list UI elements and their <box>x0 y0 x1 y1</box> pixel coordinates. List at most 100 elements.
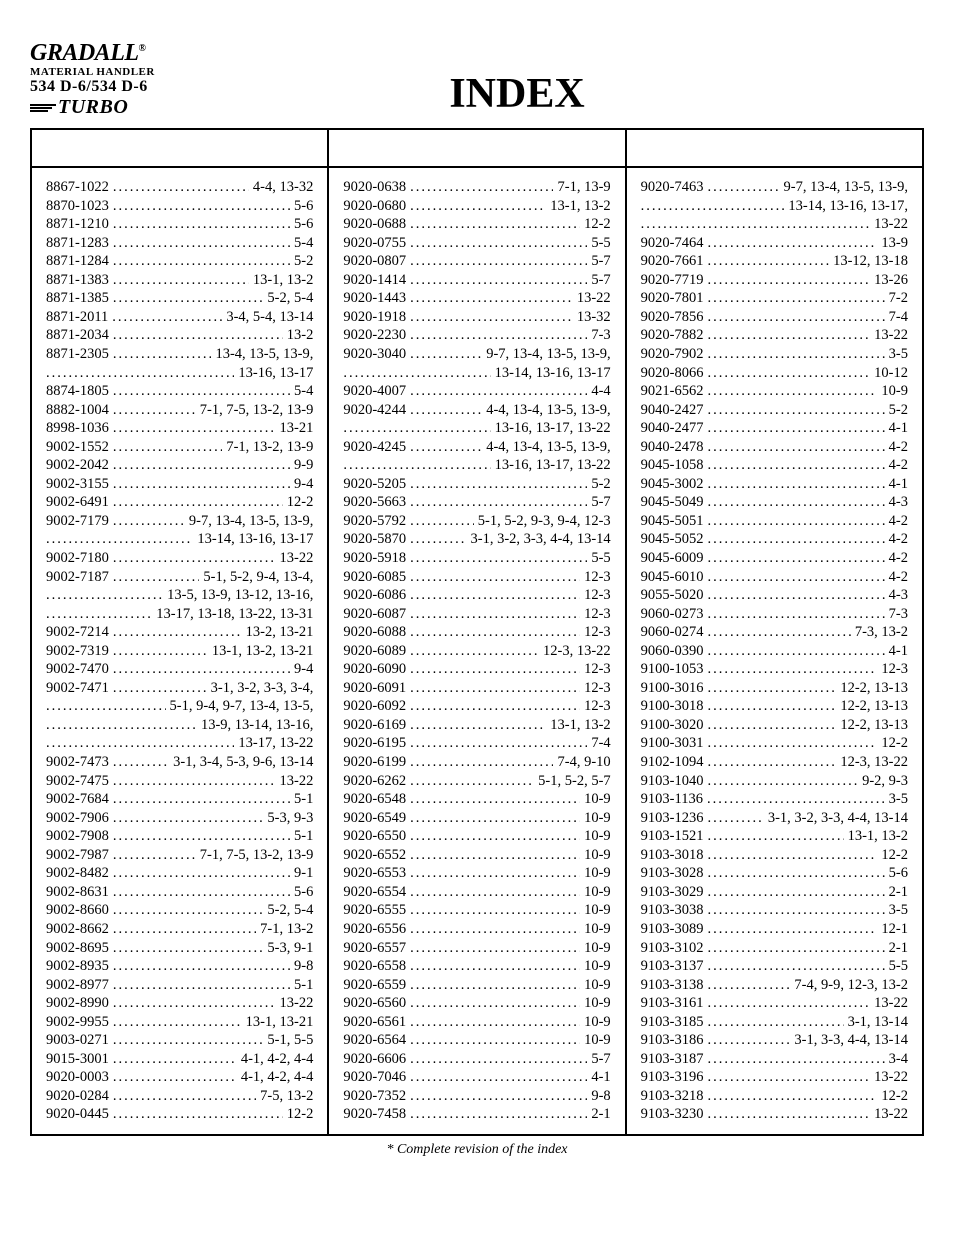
index-entry: 9103-31873-4 <box>641 1050 908 1069</box>
index-part-number: 9002-7187 <box>46 568 109 587</box>
index-pages: 7-4, 9-9, 12-3, 13-2 <box>794 976 908 995</box>
index-part-number: 9021-6562 <box>641 382 704 401</box>
index-part-number: 9020-5792 <box>343 512 406 531</box>
index-entry-continuation: 13-22 <box>641 215 908 234</box>
index-pages: 7-1, 13-2, 13-9 <box>226 438 313 457</box>
index-entry-continuation: 13-9, 13-14, 13-16, <box>46 716 313 735</box>
index-pages: 13-1, 13-2 <box>848 827 908 846</box>
index-entry: 9020-78017-2 <box>641 289 908 308</box>
index-pages: 10-9 <box>584 1013 611 1032</box>
index-part-number: 8871-2011 <box>46 308 108 327</box>
leader-dots <box>708 234 878 253</box>
index-pages: 13-22 <box>874 1068 908 1087</box>
index-part-number: 9040-2477 <box>641 419 704 438</box>
index-entry: 9020-79023-5 <box>641 345 908 364</box>
leader-dots <box>113 920 256 939</box>
leader-dots <box>410 345 482 364</box>
index-entry: 9020-74639-7, 13-4, 13-5, 13-9, <box>641 178 908 197</box>
index-part-number: 9020-1443 <box>343 289 406 308</box>
leader-dots <box>708 364 871 383</box>
index-entry: 9103-152113-1, 13-2 <box>641 827 908 846</box>
index-pages: 9-8 <box>591 1087 610 1106</box>
index-body-row: 8867-10224-4, 13-328870-10235-68871-1210… <box>31 167 923 1135</box>
leader-dots <box>113 252 290 271</box>
index-part-number: 9002-8631 <box>46 883 109 902</box>
index-entry-continuation: 13-5, 13-9, 13-12, 13-16, <box>46 586 313 605</box>
index-pages: 5-7 <box>591 1050 610 1069</box>
leader-dots <box>410 549 587 568</box>
index-entry: 9020-654910-9 <box>343 809 610 828</box>
index-pages: 13-17, 13-22 <box>238 734 313 753</box>
index-part-number: 9020-6552 <box>343 846 406 865</box>
index-entry: 9020-044512-2 <box>46 1105 313 1124</box>
leader-dots <box>343 456 490 475</box>
index-pages: 13-1, 13-2 <box>550 197 610 216</box>
leader-dots <box>410 642 539 661</box>
index-pages: 9-7, 13-4, 13-5, 13-9, <box>486 345 610 364</box>
index-entry: 9020-655010-9 <box>343 827 610 846</box>
index-part-number: 9060-0390 <box>641 642 704 661</box>
index-pages: 5-1 <box>294 976 313 995</box>
index-pages: 3-1, 3-2, 3-3, 4-4, 13-14 <box>471 530 611 549</box>
index-part-number: 9020-3040 <box>343 345 406 364</box>
index-pages: 12-3, 13-22 <box>840 753 908 772</box>
index-entry: 9002-84829-1 <box>46 864 313 883</box>
index-entry: 9020-58703-1, 3-2, 3-3, 4-4, 13-14 <box>343 530 610 549</box>
index-pages: 13-22 <box>874 1105 908 1124</box>
index-entry: 9102-109412-3, 13-22 <box>641 753 908 772</box>
index-part-number: 9020-6564 <box>343 1031 406 1050</box>
index-entry: 9045-60094-2 <box>641 549 908 568</box>
leader-dots <box>410 401 482 420</box>
index-entry: 9020-62625-1, 5-2, 5-7 <box>343 772 610 791</box>
index-part-number: 9020-0638 <box>343 178 406 197</box>
index-pages: 7-1, 13-2 <box>260 920 313 939</box>
index-entry: 9020-788213-22 <box>641 326 908 345</box>
index-pages: 10-9 <box>584 809 611 828</box>
index-pages: 10-9 <box>584 901 611 920</box>
leader-dots <box>708 586 885 605</box>
index-part-number: 9020-6556 <box>343 920 406 939</box>
index-part-number: 8867-1022 <box>46 178 109 197</box>
index-pages: 13-2, 13-21 <box>246 623 314 642</box>
index-pages: 13-1, 13-2 <box>550 716 610 735</box>
leader-dots <box>708 1013 844 1032</box>
index-header-col-3 <box>626 129 923 167</box>
index-part-number: 8871-2305 <box>46 345 109 364</box>
index-part-number: 9020-6088 <box>343 623 406 642</box>
leader-dots <box>410 605 580 624</box>
index-entry: 9020-068812-2 <box>343 215 610 234</box>
leader-dots <box>113 1087 256 1106</box>
index-entry: 9020-608812-3 <box>343 623 610 642</box>
index-pages: 12-3 <box>584 586 611 605</box>
index-part-number: 9020-5663 <box>343 493 406 512</box>
leader-dots <box>410 994 580 1013</box>
index-pages: 5-6 <box>889 864 908 883</box>
leader-dots <box>410 920 580 939</box>
index-part-number: 9040-2427 <box>641 401 704 420</box>
index-part-number: 9103-3196 <box>641 1068 704 1087</box>
index-pages: 13-1, 13-21 <box>246 1013 314 1032</box>
index-part-number: 9020-6091 <box>343 679 406 698</box>
index-pages: 10-9 <box>584 790 611 809</box>
index-part-number: 9003-0271 <box>46 1031 109 1050</box>
index-part-number: 9020-0807 <box>343 252 406 271</box>
index-entry-continuation: 13-16, 13-17, 13-22 <box>343 456 610 475</box>
index-pages: 12-3 <box>584 568 611 587</box>
index-entry: 9002-76845-1 <box>46 790 313 809</box>
index-entry: 9020-02847-5, 13-2 <box>46 1087 313 1106</box>
leader-dots <box>113 957 290 976</box>
index-part-number: 9020-0680 <box>343 197 406 216</box>
index-entry: 9020-655910-9 <box>343 976 610 995</box>
leader-dots <box>410 586 580 605</box>
index-entry: 9002-86955-3, 9-1 <box>46 939 313 958</box>
index-part-number: 9020-7463 <box>641 178 704 197</box>
index-part-number: 9002-1552 <box>46 438 109 457</box>
leader-dots <box>410 753 553 772</box>
leader-dots <box>113 642 208 661</box>
leader-dots <box>410 234 587 253</box>
index-pages: 13-22 <box>279 549 313 568</box>
index-entry: 9100-301612-2, 13-13 <box>641 679 908 698</box>
index-pages: 5-1, 5-2, 5-7 <box>538 772 611 791</box>
leader-dots <box>113 976 290 995</box>
index-pages: 4-1, 4-2, 4-4 <box>241 1050 314 1069</box>
